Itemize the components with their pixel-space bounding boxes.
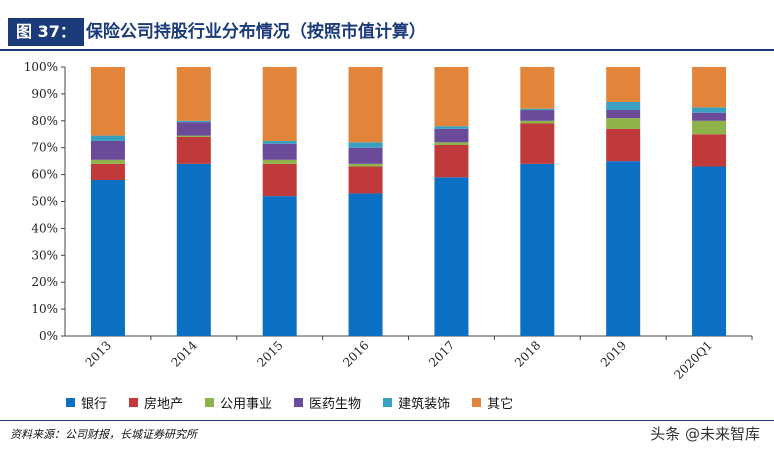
y-tick-label: 40% <box>31 221 58 235</box>
bar-segment <box>262 196 297 336</box>
bar-segment <box>434 145 469 178</box>
legend-item: 银行 <box>66 393 107 412</box>
y-tick-label: 70% <box>31 141 58 155</box>
y-tick-label: 80% <box>31 114 58 128</box>
bar-segment <box>176 136 211 164</box>
bar-segment <box>692 120 727 135</box>
bar-segment <box>176 163 211 336</box>
bar-segment <box>606 118 641 129</box>
bar-segment <box>692 67 727 108</box>
bar-segment <box>434 128 469 143</box>
x-tick-label: 2014 <box>168 338 200 370</box>
bar-segment <box>176 120 211 123</box>
bar-segment <box>434 67 469 127</box>
x-tick-label: 2020Q1 <box>671 338 715 382</box>
bar-segment <box>348 193 383 336</box>
bar-segment <box>90 135 125 141</box>
source-note: 资料来源：公司财报，长城证券研究所 <box>10 428 197 441</box>
bar-segment <box>90 159 125 164</box>
bar-segment <box>348 147 383 164</box>
y-tick-label: 20% <box>31 275 58 289</box>
bar-segment <box>520 120 555 124</box>
x-tick-label: 2015 <box>254 338 285 369</box>
bar-segment <box>90 140 125 160</box>
y-tick-label: 30% <box>31 248 58 262</box>
y-tick-label: 60% <box>31 168 58 182</box>
legend-swatch <box>205 398 215 407</box>
legend-item: 其它 <box>472 393 513 412</box>
figure-header: 图 37： 保险公司持股行业分布情况（按照市值计算） <box>8 18 426 46</box>
bar-segment <box>606 67 641 102</box>
legend-label: 医药生物 <box>309 397 362 412</box>
legend-label: 银行 <box>81 397 108 412</box>
y-tick-label: 50% <box>31 195 58 209</box>
y-tick-label: 100% <box>24 60 58 74</box>
bar-segment <box>606 110 641 119</box>
bar-segment <box>176 67 211 121</box>
bar-segment <box>520 67 555 109</box>
x-tick-label: 2019 <box>598 338 629 369</box>
bar-segment <box>348 163 383 167</box>
y-tick-label: 90% <box>31 87 58 101</box>
bar-segment <box>606 101 641 111</box>
bar-segment <box>348 166 383 194</box>
bar-segment <box>606 161 641 336</box>
x-tick-label: 2017 <box>426 338 457 369</box>
legend-label: 房地产 <box>144 397 184 412</box>
bar-segment <box>262 159 297 164</box>
chart-title: 保险公司持股行业分布情况（按照市值计算） <box>85 22 426 42</box>
bar-segment <box>692 112 727 121</box>
bar-segment <box>434 177 469 336</box>
bar-segment <box>176 122 211 136</box>
stacked-bar-chart: 0% 10% 20% 30% 40% 50% 60% 70% 80% 90% 100% 2013 201… <box>24 60 753 382</box>
bar-segment <box>520 108 555 111</box>
bar-segment <box>262 140 297 144</box>
bar-segment <box>262 143 297 160</box>
legend-label: 建筑装饰 <box>398 397 451 412</box>
bar-segment <box>262 163 297 197</box>
legend-label: 公用事业 <box>220 397 273 412</box>
bar-segment <box>692 166 727 336</box>
bar-segment <box>90 67 125 136</box>
x-tick-label: 2018 <box>512 338 543 369</box>
source-divider <box>0 420 774 421</box>
legend-swatch <box>66 398 75 407</box>
x-tick-label: 2016 <box>340 338 371 369</box>
y-tick-label: 10% <box>31 302 58 316</box>
legend-item: 公用事业 <box>205 393 272 412</box>
legend-swatch <box>383 398 393 407</box>
bar-segment <box>520 123 555 164</box>
watermark: 头条 @未来智库 <box>650 425 760 443</box>
bar-segment <box>520 110 555 121</box>
bar-segment <box>606 128 641 162</box>
legend-label: 其它 <box>487 397 514 412</box>
y-tick-label: 0% <box>39 329 58 343</box>
bar-segment <box>692 134 727 167</box>
bar-segment <box>434 142 469 146</box>
legend-swatch <box>472 398 482 407</box>
x-tick-label: 2013 <box>83 338 114 369</box>
bar-segment <box>90 179 125 336</box>
bar-segment <box>434 126 469 129</box>
figure-number: 图 37： <box>8 18 84 46</box>
bar-segment <box>692 107 727 113</box>
legend-item: 医药生物 <box>294 393 361 412</box>
bar-segment <box>90 163 125 180</box>
bar-segment <box>176 135 211 137</box>
bar-segment <box>262 67 297 141</box>
bar-segment <box>348 142 383 148</box>
legend-item: 房地产 <box>129 393 183 412</box>
legend-item: 建筑装饰 <box>383 393 450 412</box>
title-divider <box>0 49 774 51</box>
chart-legend: 银行 房地产 公用事业 医药生物 建筑装饰 其它 <box>66 393 535 412</box>
bar-segment <box>348 67 383 143</box>
legend-swatch <box>129 398 139 407</box>
bar-segment <box>520 163 555 336</box>
legend-swatch <box>294 398 304 407</box>
